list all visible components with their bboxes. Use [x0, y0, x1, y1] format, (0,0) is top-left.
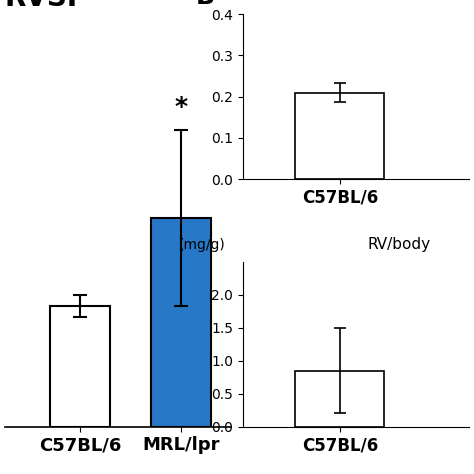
Text: *: *: [174, 95, 188, 118]
Text: (mg/g): (mg/g): [179, 238, 226, 252]
Bar: [295, 371, 384, 427]
Text: RVSP: RVSP: [5, 0, 88, 12]
Text: RV/body: RV/body: [367, 237, 430, 252]
Bar: [295, 92, 384, 179]
Text: B: B: [195, 0, 214, 9]
Bar: [50, 306, 110, 427]
Bar: [151, 218, 211, 427]
